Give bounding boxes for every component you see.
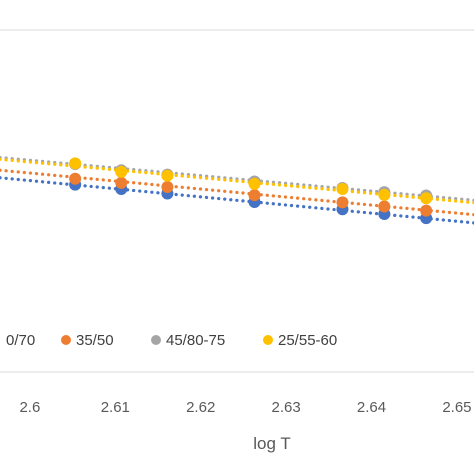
x-tick-label: 2.62: [186, 399, 215, 416]
data-point-s4-5: [336, 183, 349, 196]
data-point-s4-6: [378, 188, 391, 201]
x-tick-label: 2.64: [357, 399, 386, 416]
legend-label-3: 45/80-75: [166, 332, 225, 349]
x-tick-labels: 2.6 2.61 2.62 2.63 2.64 2.65: [19, 399, 471, 416]
data-point-s2-4: [248, 189, 261, 202]
data-point-s2-3: [161, 180, 174, 193]
data-point-s2-7: [420, 204, 433, 217]
data-point-s2-2: [115, 176, 128, 189]
legend-label-1: 0/70: [6, 332, 35, 349]
data-point-s4-4: [248, 177, 261, 190]
data-point-s4-2: [115, 165, 128, 178]
legend-marker-3: [151, 335, 161, 345]
data-point-s4-3: [161, 169, 174, 182]
x-tick-label: 2.65: [442, 399, 471, 416]
x-axis-title: log T: [253, 434, 291, 453]
legend-label-4: 25/55-60: [278, 332, 337, 349]
data-point-s2-1: [69, 172, 82, 185]
data-point-s4-1: [69, 157, 82, 170]
legend-label-2: 35/50: [76, 332, 114, 349]
data-points: [69, 157, 433, 225]
data-point-s4-7: [420, 192, 433, 205]
x-tick-label: 2.6: [19, 399, 40, 416]
legend-marker-4: [263, 335, 273, 345]
data-point-s2-6: [378, 200, 391, 213]
data-point-s2-5: [336, 196, 349, 209]
x-tick-label: 2.61: [101, 399, 130, 416]
legend: 0/70 35/50 45/80-75 25/55-60: [6, 332, 337, 349]
x-tick-label: 2.63: [272, 399, 301, 416]
legend-marker-2: [61, 335, 71, 345]
